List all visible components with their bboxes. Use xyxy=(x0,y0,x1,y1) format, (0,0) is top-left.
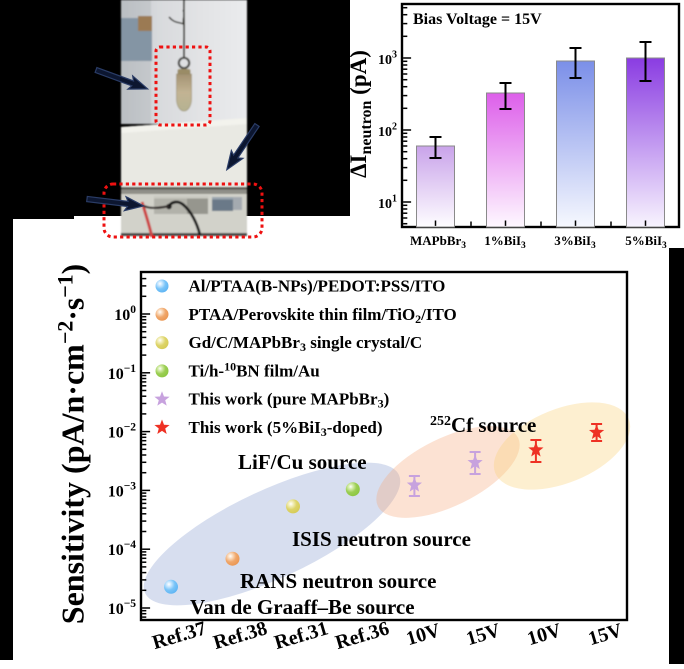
svg-text:Bias Voltage = 15V: Bias Voltage = 15V xyxy=(413,11,542,28)
svg-text:3%BiI3: 3%BiI3 xyxy=(554,233,596,251)
svg-text:Gd/C/MAPbBr3 single crystal/C: Gd/C/MAPbBr3 single crystal/C xyxy=(189,333,423,354)
svg-text:ISIS neutron source: ISIS neutron source xyxy=(292,527,471,551)
svg-text:Van de Graaff–Be source: Van de Graaff–Be source xyxy=(190,595,415,619)
svg-text:252Cf source: 252Cf source xyxy=(430,413,536,437)
svg-text:RANS neutron source: RANS neutron source xyxy=(240,569,436,593)
svg-text:LiF/Cu source: LiF/Cu source xyxy=(238,450,367,474)
svg-text:This work (5%BiI3-doped): This work (5%BiI3-doped) xyxy=(189,418,383,439)
svg-text:PTAA/Perovskite thin film/TiO2: PTAA/Perovskite thin film/TiO2/ITO xyxy=(189,305,457,326)
svg-text:Al/PTAA(B-NPs)/PEDOT:PSS/ITO: Al/PTAA(B-NPs)/PEDOT:PSS/ITO xyxy=(189,277,446,296)
svg-text:1%BiI3: 1%BiI3 xyxy=(484,233,526,251)
svg-text:5%BiI3: 5%BiI3 xyxy=(625,233,667,251)
svg-text:This work (pure MAPbBr3): This work (pure MAPbBr3) xyxy=(189,390,390,411)
svg-text:Ti/h-10BN film/Au: Ti/h-10BN film/Au xyxy=(189,359,320,380)
svg-text:MAPbBr3: MAPbBr3 xyxy=(410,233,466,251)
svg-text:Sensitivity (pA/n·cm−2·s−1): Sensitivity (pA/n·cm−2·s−1) xyxy=(53,264,91,624)
